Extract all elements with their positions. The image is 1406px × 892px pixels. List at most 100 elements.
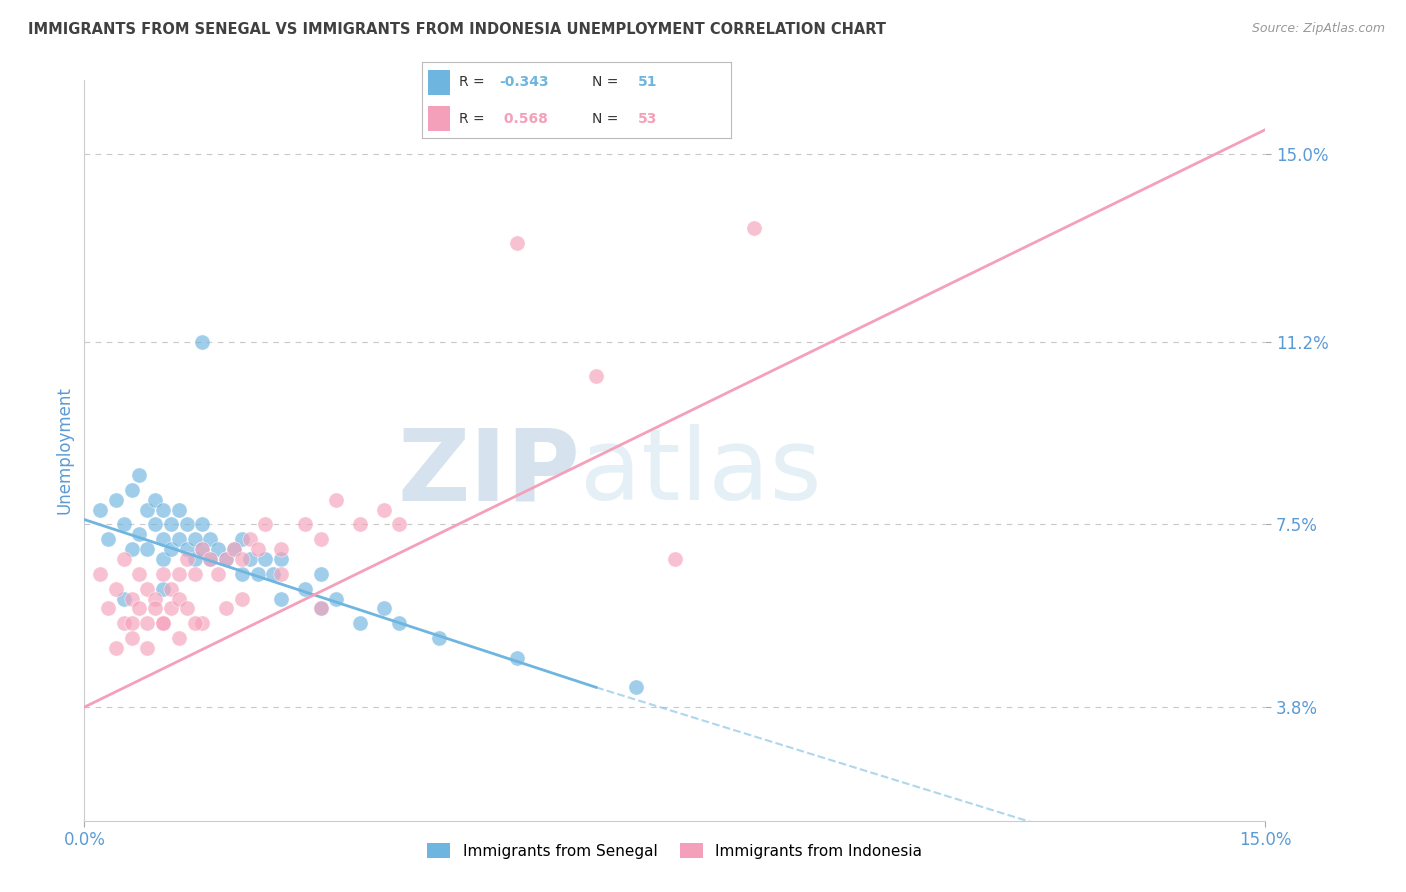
Point: [176, 517, 198, 532]
Point: [112, 517, 135, 532]
Point: [191, 542, 214, 557]
Point: [325, 492, 347, 507]
Point: [112, 616, 135, 631]
Point: [143, 591, 166, 606]
Point: [200, 552, 222, 566]
Point: [152, 552, 174, 566]
Point: [167, 591, 190, 606]
Point: [191, 616, 214, 631]
Legend: Immigrants from Senegal, Immigrants from Indonesia: Immigrants from Senegal, Immigrants from…: [422, 837, 928, 865]
Point: [97, 601, 120, 615]
Point: [254, 552, 277, 566]
Point: [664, 552, 686, 566]
Point: [246, 542, 269, 557]
Text: R =: R =: [458, 75, 485, 89]
Point: [215, 552, 238, 566]
Point: [222, 542, 245, 557]
Point: [176, 601, 198, 615]
Point: [191, 517, 214, 532]
Point: [128, 527, 150, 541]
Point: [270, 591, 292, 606]
Point: [176, 542, 198, 557]
Point: [231, 552, 253, 566]
Point: [506, 236, 529, 251]
Point: [121, 483, 143, 497]
Point: [89, 566, 111, 581]
Point: [112, 591, 135, 606]
Point: [191, 542, 214, 557]
Point: [152, 533, 174, 547]
Point: [200, 552, 222, 566]
Point: [128, 468, 150, 483]
Point: [309, 533, 332, 547]
Text: N =: N =: [592, 75, 619, 89]
Point: [215, 552, 238, 566]
Point: [136, 640, 159, 655]
Text: ZIP: ZIP: [398, 425, 581, 521]
Point: [231, 591, 253, 606]
Point: [176, 552, 198, 566]
Point: [624, 681, 647, 695]
Point: [104, 492, 127, 507]
Point: [222, 542, 245, 557]
Point: [309, 601, 332, 615]
Y-axis label: Unemployment: Unemployment: [55, 386, 73, 515]
Point: [349, 616, 371, 631]
Point: [388, 517, 411, 532]
Point: [152, 502, 174, 516]
Text: IMMIGRANTS FROM SENEGAL VS IMMIGRANTS FROM INDONESIA UNEMPLOYMENT CORRELATION CH: IMMIGRANTS FROM SENEGAL VS IMMIGRANTS FR…: [28, 22, 886, 37]
Point: [143, 601, 166, 615]
Point: [152, 616, 174, 631]
Point: [143, 492, 166, 507]
Text: atlas: atlas: [581, 425, 823, 521]
Point: [152, 582, 174, 596]
Text: N =: N =: [592, 112, 619, 126]
Point: [294, 582, 316, 596]
Point: [373, 601, 395, 615]
Point: [89, 502, 111, 516]
Point: [160, 542, 183, 557]
Text: 53: 53: [638, 112, 658, 126]
Point: [742, 221, 765, 235]
Point: [97, 533, 120, 547]
Point: [373, 502, 395, 516]
Point: [121, 591, 143, 606]
Point: [152, 566, 174, 581]
Point: [160, 582, 183, 596]
FancyBboxPatch shape: [427, 106, 450, 130]
Point: [183, 616, 205, 631]
Point: [121, 631, 143, 645]
Point: [309, 566, 332, 581]
Point: [136, 582, 159, 596]
Point: [246, 566, 269, 581]
Point: [506, 650, 529, 665]
Text: R =: R =: [458, 112, 485, 126]
Point: [215, 601, 238, 615]
Point: [207, 566, 229, 581]
Point: [143, 517, 166, 532]
Point: [104, 640, 127, 655]
Text: -0.343: -0.343: [499, 75, 548, 89]
Text: 0.568: 0.568: [499, 112, 548, 126]
FancyBboxPatch shape: [427, 70, 450, 95]
Point: [270, 542, 292, 557]
Point: [239, 533, 262, 547]
Point: [427, 631, 450, 645]
Point: [136, 542, 159, 557]
Point: [167, 566, 190, 581]
Point: [128, 601, 150, 615]
Point: [270, 552, 292, 566]
Point: [239, 552, 262, 566]
Point: [585, 369, 607, 384]
Point: [136, 616, 159, 631]
Text: 51: 51: [638, 75, 658, 89]
Point: [136, 502, 159, 516]
Point: [388, 616, 411, 631]
Point: [128, 566, 150, 581]
Point: [160, 601, 183, 615]
Point: [183, 566, 205, 581]
Point: [121, 616, 143, 631]
Point: [207, 542, 229, 557]
Point: [183, 533, 205, 547]
Point: [254, 517, 277, 532]
